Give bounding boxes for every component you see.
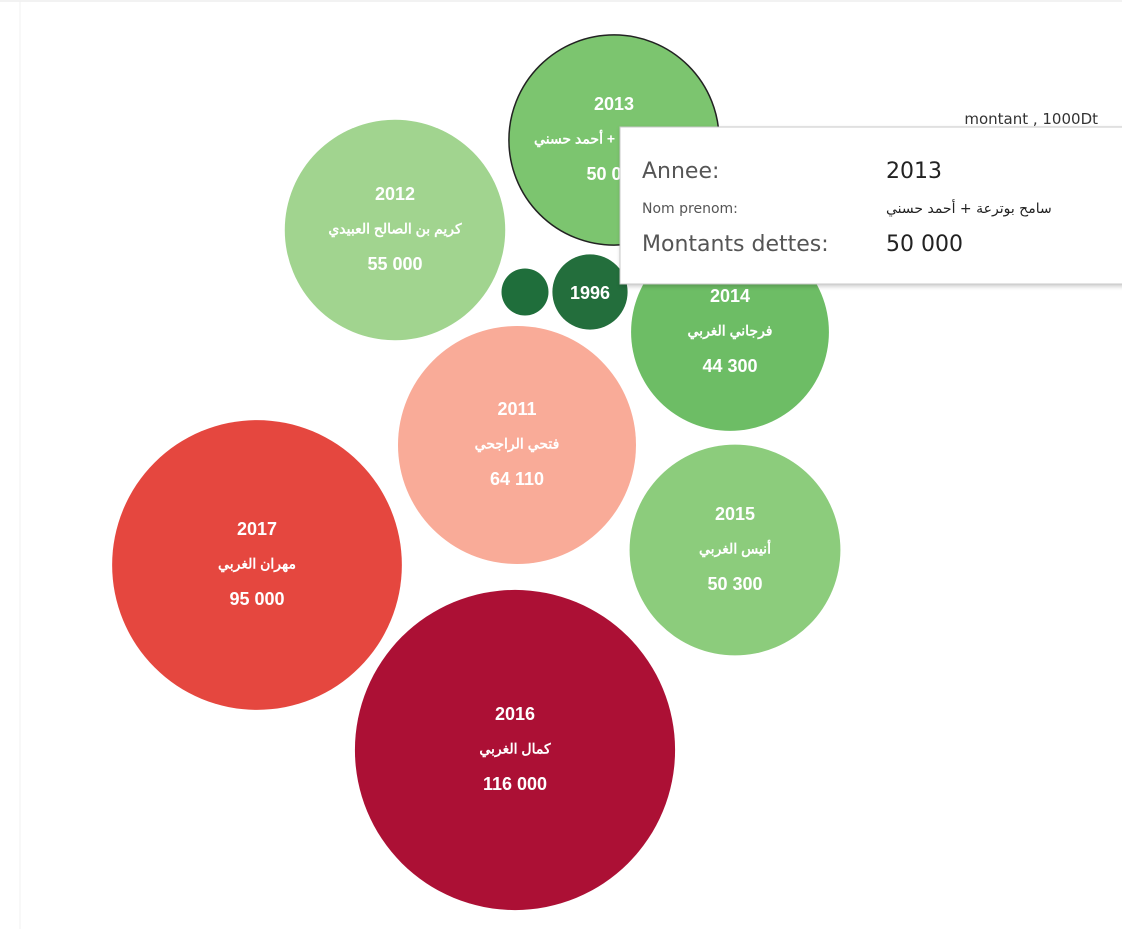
tooltip-label: Montants dettes: <box>642 232 829 257</box>
bubble <box>112 420 402 710</box>
tooltip-label: Annee: <box>642 159 719 184</box>
tooltip-value: سامح بوترعة + أحمد حسني <box>886 199 1052 217</box>
bubble-name: فرجاني الغربي <box>688 323 773 340</box>
tooltip: Annee: 2013 Nom prenom: سامح بوترعة + أحمد … <box>619 126 1122 285</box>
bubble-year: 2011 <box>497 399 536 419</box>
tooltip-value: 2013 <box>886 159 942 184</box>
bubble <box>397 325 637 565</box>
bubble-value: 44 300 <box>702 356 757 376</box>
bubble-name: فتحي الراجحي <box>475 436 560 453</box>
bubble <box>284 119 506 341</box>
bubble-year: 2013 <box>594 94 634 114</box>
bubble <box>501 268 549 316</box>
bubble-value: 64 110 <box>490 469 544 489</box>
bubble-year: 2014 <box>710 286 750 306</box>
bubble <box>629 444 841 656</box>
legend-title: montant , 1000Dt <box>964 110 1098 128</box>
bubble-year: 2017 <box>237 519 277 539</box>
bubble-name: مهران الغربي <box>218 556 296 573</box>
bubble-year: 1996 <box>570 283 610 303</box>
bubble-value: 50 300 <box>707 574 762 594</box>
bubble <box>354 589 676 911</box>
bubble-year: 2012 <box>375 184 415 204</box>
bubble-name: كمال الغربي <box>479 741 551 758</box>
bubble-name: أنيس الغربي <box>699 539 771 558</box>
tooltip-label: Nom prenom: <box>642 201 738 217</box>
bubble-value: 55 000 <box>367 254 422 274</box>
bubble-year: 2016 <box>495 704 535 724</box>
tooltip-value: 50 000 <box>886 232 963 257</box>
tooltip-box <box>619 126 1122 285</box>
bubble <box>552 254 628 330</box>
bubble-year: 2015 <box>715 504 755 524</box>
bubble-value: 95 000 <box>229 589 284 609</box>
bubble-name: كريم بن الصالح العبيدي <box>328 221 462 238</box>
bubble-value: 116 000 <box>483 774 547 794</box>
